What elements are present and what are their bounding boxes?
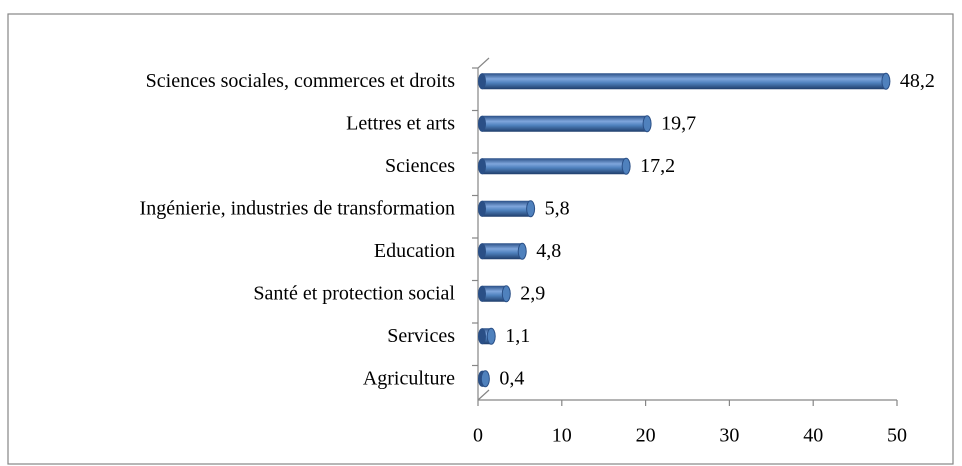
y-tick-label: Education (374, 240, 455, 262)
y-tick-label: Ingénierie, industries de transformation (140, 197, 455, 219)
value-label: 48,2 (900, 70, 935, 92)
value-label: 5,8 (545, 197, 570, 219)
y-tick-label: Santé et protection social (253, 282, 455, 304)
bar (482, 200, 531, 217)
y-tick-label: Services (387, 325, 455, 347)
value-label: 17,2 (640, 155, 675, 177)
y-tick-label: Sciences sociales, commerces et droits (146, 70, 456, 92)
bar-cap (486, 327, 496, 345)
bar-start (478, 200, 486, 217)
x-tick-label: 30 (719, 425, 739, 447)
x-tick-label: 0 (473, 425, 483, 447)
value-label: 0,4 (499, 367, 524, 389)
bar-cap (480, 370, 490, 388)
bar (482, 328, 492, 345)
x-tick-label: 20 (636, 425, 656, 447)
bar (482, 115, 648, 132)
bar-cap (501, 285, 511, 303)
bar (482, 243, 523, 260)
bar-cap (621, 157, 631, 175)
x-tick-label: 50 (887, 425, 907, 447)
value-label: 4,8 (536, 240, 561, 262)
bar-start (478, 115, 486, 132)
value-label: 2,9 (520, 282, 545, 304)
y-tick-label: Lettres et arts (346, 112, 455, 134)
chart-border (7, 13, 954, 465)
bar-cap (642, 115, 652, 133)
bar-cap (526, 200, 536, 218)
value-label: 1,1 (505, 325, 530, 347)
x-tick-label: 40 (803, 425, 823, 447)
bar-start (478, 158, 486, 175)
bar-start (478, 285, 486, 302)
y-tick-label: Agriculture (363, 367, 455, 389)
y-tick-label: Sciences (385, 155, 455, 177)
y-axis (477, 57, 490, 401)
bar (482, 158, 627, 175)
bar (482, 285, 507, 302)
bar-cap (881, 72, 891, 90)
bar (482, 73, 886, 90)
bar-start (478, 328, 486, 345)
bar-cap (517, 242, 527, 260)
value-label: 19,7 (661, 112, 696, 134)
bar-start (478, 243, 486, 260)
bar-start (478, 73, 486, 90)
x-tick-label: 10 (552, 425, 572, 447)
